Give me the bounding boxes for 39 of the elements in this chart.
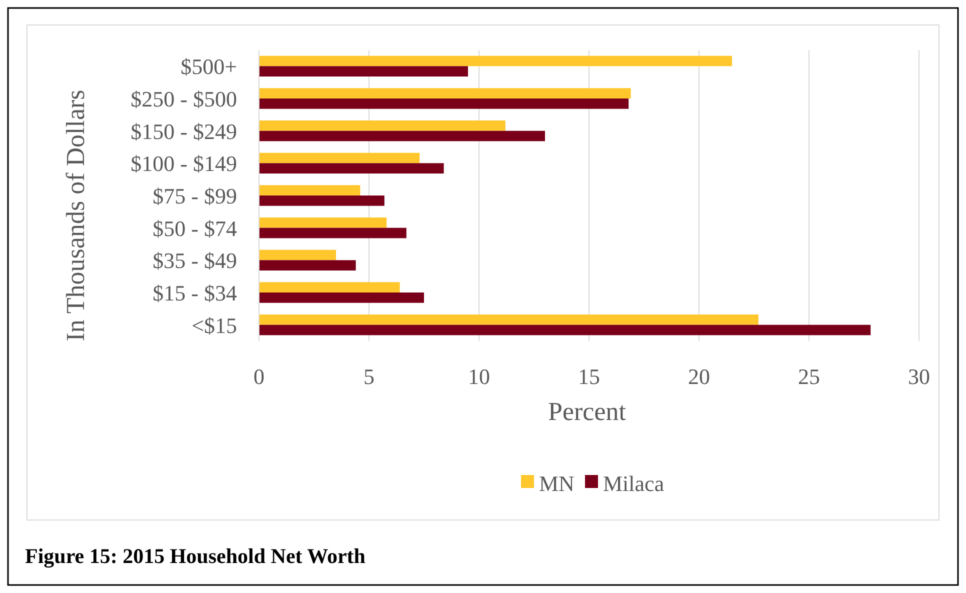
bar bbox=[259, 250, 336, 260]
y-axis-title: In Thousands of Dollars bbox=[61, 90, 90, 342]
bar bbox=[259, 185, 360, 196]
legend-label: MN bbox=[539, 471, 575, 496]
y-tick-label: $100 - $149 bbox=[130, 151, 237, 176]
y-tick-label: $75 - $99 bbox=[152, 184, 237, 208]
bar bbox=[259, 282, 400, 292]
y-tick-label: $250 - $500 bbox=[130, 86, 237, 112]
caption: Figure 15: 2015 Household Net Worth bbox=[25, 544, 366, 568]
x-tick-label: 20 bbox=[688, 364, 710, 389]
x-tick-label: 5 bbox=[364, 364, 374, 389]
legend-label: Milaca bbox=[603, 471, 664, 496]
bar bbox=[259, 98, 629, 109]
bar bbox=[259, 292, 424, 303]
y-tick-label: $150 - $249 bbox=[130, 118, 237, 144]
bar bbox=[259, 260, 356, 271]
bar bbox=[259, 152, 420, 164]
y-tick-label: $500+ bbox=[180, 54, 237, 80]
y-tick-label: $35 - $49 bbox=[152, 248, 237, 274]
bar bbox=[259, 163, 444, 174]
x-tick-label: 25 bbox=[798, 364, 820, 389]
y-tick-label: <$15 bbox=[192, 312, 237, 338]
x-tick-label: 10 bbox=[468, 364, 490, 389]
x-axis-title: Percent bbox=[548, 397, 627, 426]
bar bbox=[259, 88, 631, 98]
bar bbox=[259, 120, 506, 131]
x-tick-label: 30 bbox=[908, 364, 930, 389]
x-tick-label: 0 bbox=[254, 364, 264, 389]
bar bbox=[259, 228, 406, 238]
bar bbox=[259, 314, 758, 325]
bar bbox=[259, 217, 387, 228]
y-tick-label: $15 - $34 bbox=[152, 280, 237, 306]
bar bbox=[259, 56, 732, 66]
bar bbox=[259, 66, 468, 77]
bar bbox=[259, 324, 871, 336]
bar bbox=[259, 130, 545, 142]
bar bbox=[259, 196, 384, 206]
x-tick-label: 15 bbox=[578, 364, 600, 389]
y-tick-label: $50 - $74 bbox=[152, 216, 237, 241]
